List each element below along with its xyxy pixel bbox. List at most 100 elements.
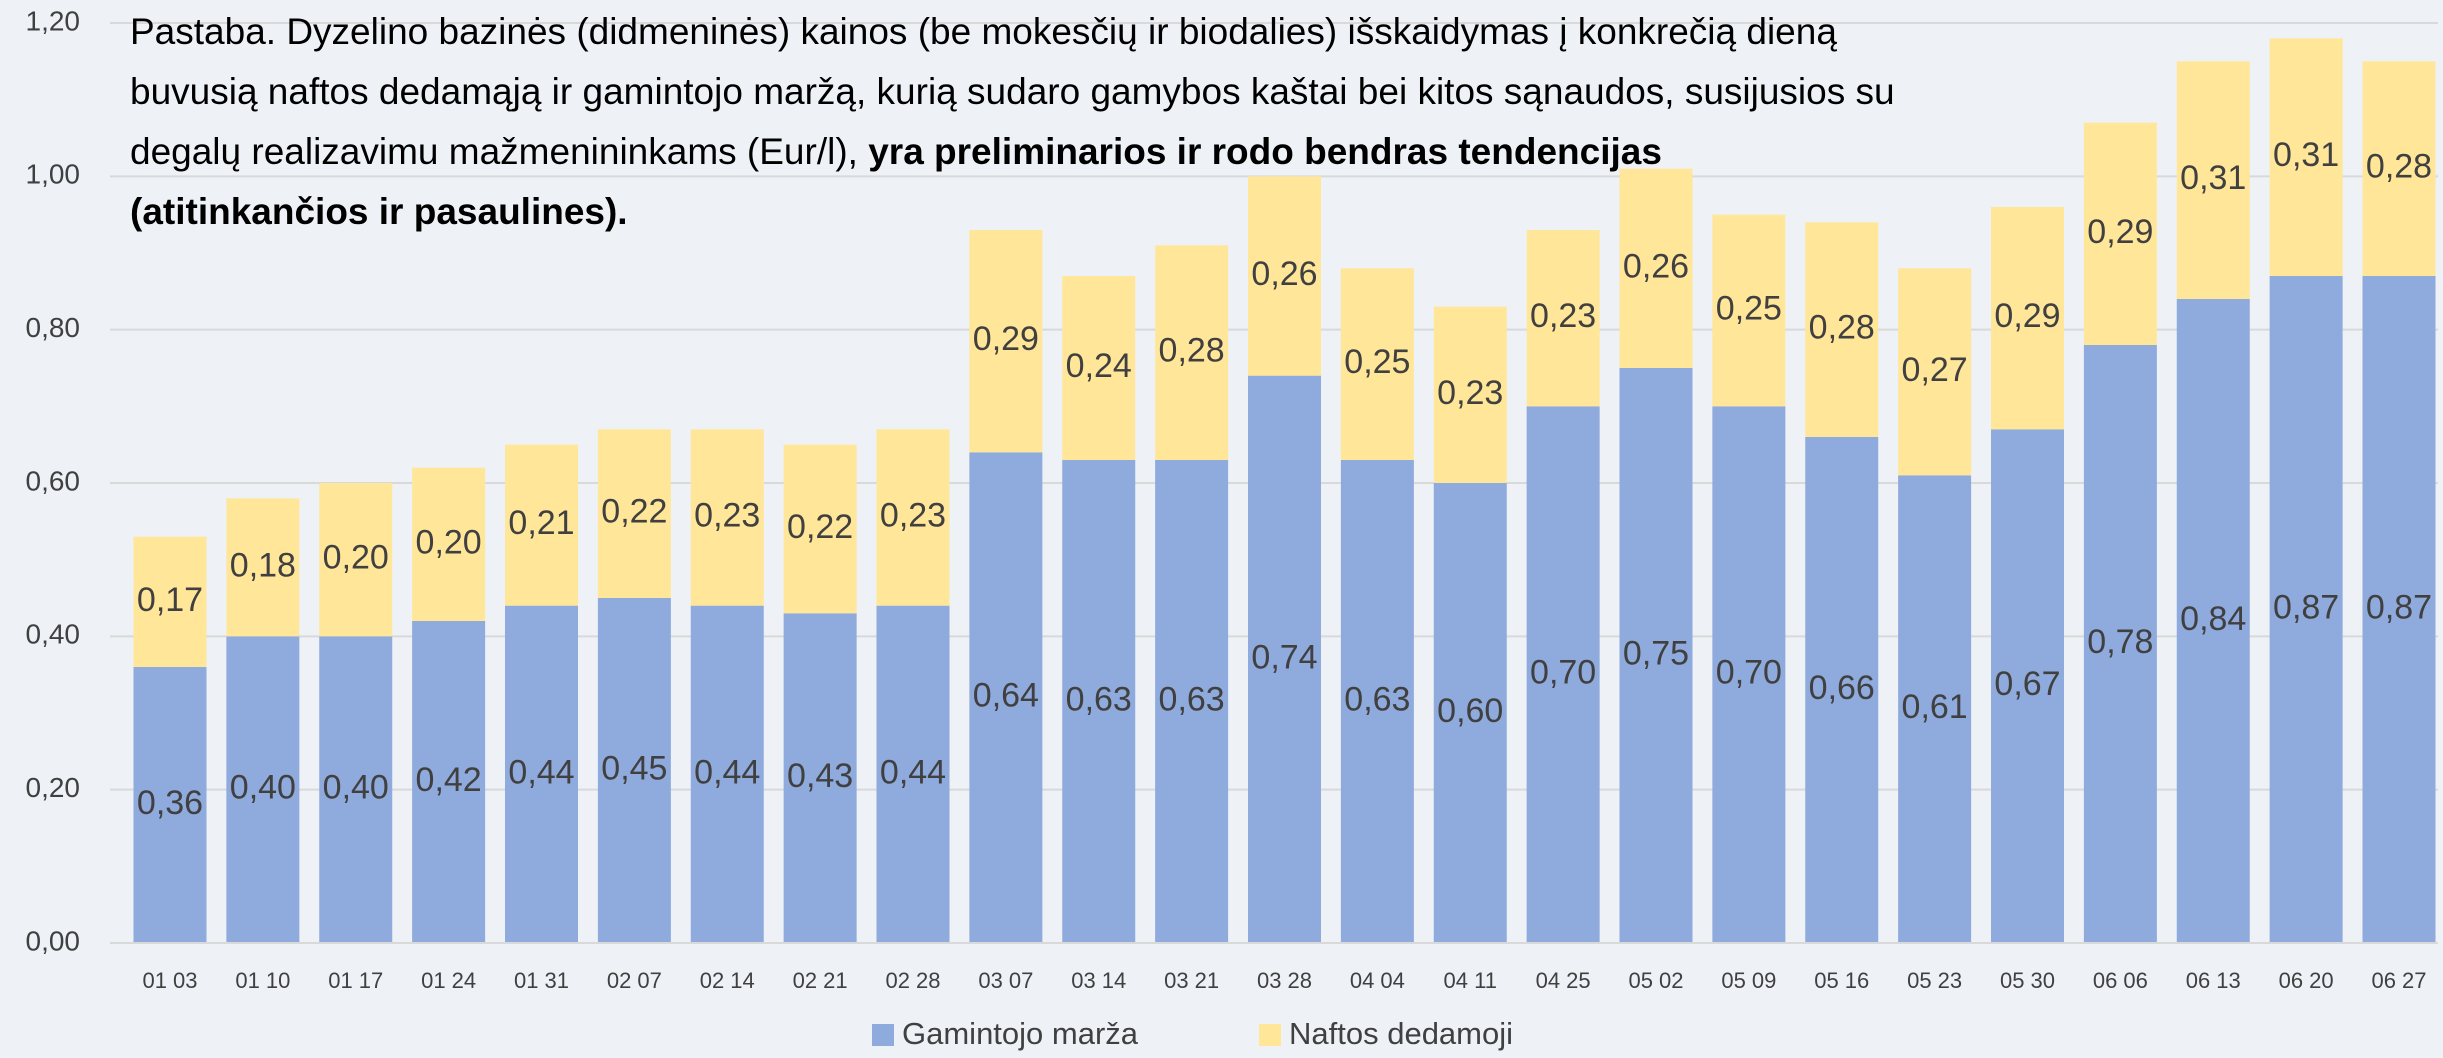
- x-tick-label: 05 02: [1628, 968, 1683, 993]
- x-tick-label: 04 25: [1536, 968, 1591, 993]
- x-tick-label: 01 31: [514, 968, 569, 993]
- data-label: 0,28: [2366, 148, 2432, 186]
- y-tick-label: 0,60: [26, 465, 81, 496]
- data-label: 0,17: [137, 581, 203, 619]
- bar-segment: [319, 483, 393, 637]
- bar-segment: [2269, 276, 2343, 943]
- data-label: 0,78: [2087, 623, 2153, 661]
- bar-segment: [1248, 375, 1321, 944]
- x-tick-label: 01 10: [235, 968, 290, 993]
- bar-segment: [2176, 299, 2250, 943]
- x-tick-label: 03 28: [1257, 968, 1312, 993]
- bar-segment: [226, 498, 300, 637]
- bar-segment: [505, 605, 578, 943]
- data-label: 0,23: [880, 496, 946, 534]
- data-label: 0,75: [1623, 634, 1689, 672]
- bar-segment: [690, 605, 764, 943]
- x-tick-label: 06 13: [2186, 968, 2241, 993]
- bar-segment: [1805, 222, 1879, 437]
- data-label: 0,70: [1530, 654, 1596, 692]
- data-label: 0,18: [230, 546, 296, 584]
- data-label: 0,63: [1344, 680, 1410, 718]
- bar-segment: [1526, 230, 1600, 407]
- bar-segment: [1991, 429, 2064, 943]
- x-tick-label: 01 17: [328, 968, 383, 993]
- bar-segment: [1340, 268, 1414, 460]
- y-tick-label: 0,00: [26, 925, 81, 956]
- data-label: 0,28: [1809, 309, 1875, 347]
- bar-segment: [1619, 168, 1693, 368]
- legend-label: Gamintojo marža: [902, 1016, 1139, 1051]
- data-label: 0,44: [694, 753, 760, 791]
- data-label: 0,21: [508, 504, 574, 542]
- x-tick-label: 02 07: [607, 968, 662, 993]
- data-label: 0,27: [1902, 351, 1968, 389]
- bar-segment: [2362, 61, 2436, 277]
- data-label: 0,87: [2366, 588, 2432, 626]
- data-label: 0,26: [1623, 247, 1689, 285]
- bar-segment: [133, 536, 207, 667]
- data-label: 0,23: [1530, 297, 1596, 335]
- bar-segment: [1712, 214, 1786, 407]
- data-label: 0,70: [1716, 654, 1782, 692]
- bar-segment: [1619, 368, 1693, 943]
- data-label: 0,28: [1159, 332, 1225, 370]
- x-tick-label: 01 24: [421, 968, 476, 993]
- legend-label: Naftos dedamoji: [1289, 1016, 1513, 1051]
- bar-segment: [133, 667, 207, 943]
- bar-segment: [597, 429, 671, 598]
- x-tick-label: 05 23: [1907, 968, 1962, 993]
- bar-segment: [783, 613, 857, 943]
- x-tick-label: 02 28: [885, 968, 940, 993]
- bar-segment: [2362, 276, 2436, 943]
- data-label: 0,87: [2273, 588, 2339, 626]
- data-label: 0,45: [601, 749, 667, 787]
- bar-segment: [1340, 460, 1414, 943]
- data-label: 0,25: [1344, 343, 1410, 381]
- legend-swatch: [872, 1024, 894, 1046]
- bar-segment: [1155, 245, 1229, 460]
- data-label: 0,44: [508, 753, 574, 791]
- data-label: 0,60: [1437, 692, 1503, 730]
- y-tick-label: 0,80: [26, 312, 81, 343]
- x-tick-label: 06 06: [2093, 968, 2148, 993]
- bar-segment: [1898, 475, 1972, 943]
- data-label: 0,42: [416, 761, 482, 799]
- bar-segment: [2083, 122, 2157, 346]
- bar-segment: [412, 621, 486, 943]
- bar-segment: [1712, 406, 1786, 943]
- x-tick-label: 05 16: [1814, 968, 1869, 993]
- data-label: 0,66: [1809, 669, 1875, 707]
- data-label: 0,31: [2273, 136, 2339, 174]
- x-tick-label: 02 21: [793, 968, 848, 993]
- data-label: 0,61: [1902, 688, 1968, 726]
- legend-swatch: [1259, 1024, 1281, 1046]
- data-label: 0,63: [1066, 680, 1132, 718]
- y-tick-label: 0,20: [26, 772, 81, 803]
- y-tick-label: 1,00: [26, 159, 81, 190]
- annotation: Pastaba. Dyzelino bazinės (didmeninės) k…: [130, 2, 1910, 242]
- data-label: 0,44: [880, 753, 946, 791]
- data-label: 0,64: [973, 677, 1039, 715]
- data-label: 0,31: [2180, 159, 2246, 197]
- data-label: 0,74: [1251, 638, 1317, 676]
- bar-segment: [969, 452, 1043, 943]
- bar-segment: [1155, 460, 1229, 943]
- bar-segment: [1062, 460, 1136, 943]
- data-label: 0,43: [787, 757, 853, 795]
- y-tick-label: 1,20: [26, 5, 81, 36]
- y-tick-label: 0,40: [26, 619, 81, 650]
- data-label: 0,22: [601, 493, 667, 531]
- x-tick-label: 04 04: [1350, 968, 1405, 993]
- bar-segment: [690, 429, 764, 606]
- data-label: 0,25: [1716, 289, 1782, 327]
- data-label: 0,84: [2180, 600, 2246, 638]
- annotation-text: Pastaba. Dyzelino bazinės (didmeninės) k…: [130, 11, 1895, 172]
- bar-segment: [597, 598, 671, 943]
- bar-segment: [1248, 176, 1321, 376]
- bar-segment: [2269, 38, 2343, 277]
- data-label: 0,29: [973, 320, 1039, 358]
- data-label: 0,29: [2087, 213, 2153, 251]
